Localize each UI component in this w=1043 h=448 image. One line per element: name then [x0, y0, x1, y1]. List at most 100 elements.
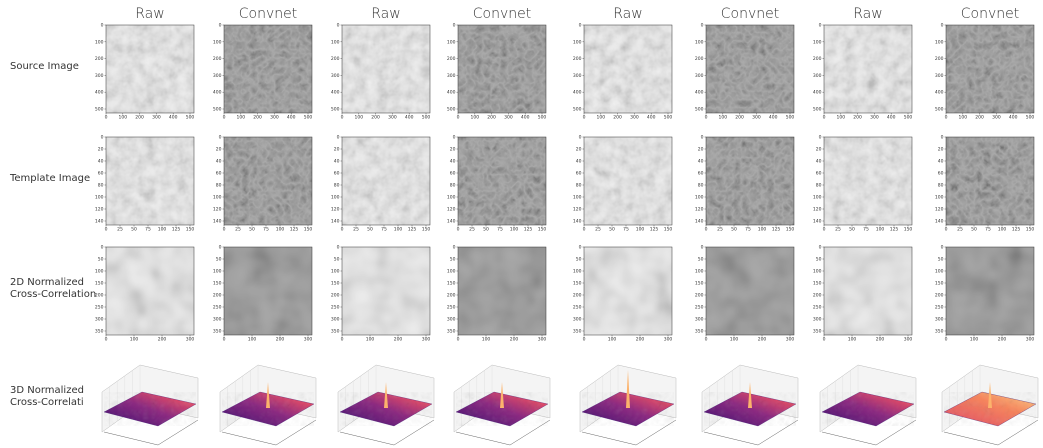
y-tick-label: 100: [573, 195, 582, 201]
x-tick-label: 50: [609, 227, 615, 233]
axis: [582, 432, 636, 445]
y-tick-label: 400: [213, 90, 222, 96]
y-tick-label: 40: [216, 159, 222, 165]
x-tick-label: 25: [957, 227, 963, 233]
x-tick-label: 25: [235, 227, 241, 233]
image-tone: [224, 247, 312, 335]
x-tick-label: 300: [752, 115, 761, 121]
y-tick-label: 300: [95, 73, 104, 79]
y-tick-label: 0: [941, 245, 944, 251]
y-tick-label: 250: [331, 305, 340, 311]
y-tick-label: 100: [935, 269, 944, 275]
y-tick-label: 120: [573, 207, 582, 213]
x-tick-label: 400: [769, 115, 778, 121]
x-tick-label: 0: [583, 115, 586, 121]
x-tick-label: 50: [731, 227, 737, 233]
y-tick-label: 100: [935, 39, 944, 45]
x-tick-label: 100: [998, 227, 1007, 233]
x-tick-label: 0: [705, 337, 708, 343]
y-tick-label: 500: [935, 107, 944, 113]
x-tick-label: 75: [985, 227, 991, 233]
y-tick-label: 100: [935, 195, 944, 201]
y-tick-label: 80: [576, 183, 582, 189]
surface-plot: [102, 365, 198, 445]
x-tick-label: 150: [786, 227, 795, 233]
x-tick-label: 500: [1026, 115, 1035, 121]
x-tick-label: 200: [510, 337, 519, 343]
x-tick-label: 0: [105, 227, 108, 233]
image-tone: [342, 137, 430, 225]
y-tick-label: 300: [935, 73, 944, 79]
y-tick-label: 20: [698, 147, 704, 153]
y-tick-label: 200: [95, 293, 104, 299]
axis: [822, 432, 876, 445]
y-tick-label: 20: [98, 147, 104, 153]
y-tick-label: 0: [941, 135, 944, 141]
x-tick-label: 400: [405, 115, 414, 121]
y-tick-label: 200: [95, 56, 104, 62]
y-tick-label: 350: [935, 329, 944, 335]
image-panel: [706, 247, 794, 335]
axis: [998, 420, 1038, 445]
y-tick-label: 300: [447, 73, 456, 79]
y-tick-label: 300: [95, 317, 104, 323]
axis: [222, 432, 276, 445]
y-tick-label: 100: [813, 269, 822, 275]
image-panel: [824, 25, 912, 113]
y-tick-label: 40: [938, 159, 944, 165]
image-tone: [584, 137, 672, 225]
x-tick-label: 0: [457, 115, 460, 121]
y-tick-label: 100: [573, 39, 582, 45]
y-tick-label: 300: [447, 317, 456, 323]
x-tick-label: 500: [304, 115, 313, 121]
y-tick-label: 40: [98, 159, 104, 165]
x-tick-label: 300: [904, 337, 913, 343]
x-tick-label: 200: [998, 337, 1007, 343]
y-tick-label: 50: [98, 257, 104, 263]
x-tick-label: 300: [992, 115, 1001, 121]
y-tick-label: 400: [573, 90, 582, 96]
surface-plot: [702, 365, 798, 445]
x-tick-label: 25: [117, 227, 123, 233]
y-tick-label: 80: [98, 183, 104, 189]
x-tick-label: 75: [145, 227, 151, 233]
y-tick-label: 150: [213, 281, 222, 287]
image-panel: [342, 25, 430, 113]
y-tick-label: 150: [331, 281, 340, 287]
image-tone: [584, 25, 672, 113]
axis: [104, 432, 158, 445]
x-tick-label: 300: [786, 337, 795, 343]
y-tick-label: 0: [819, 135, 822, 141]
image-panel: [342, 247, 430, 335]
image-panel: [584, 137, 672, 225]
x-tick-label: 300: [664, 337, 673, 343]
image-tone: [706, 25, 794, 113]
y-tick-label: 100: [95, 39, 104, 45]
x-tick-label: 100: [636, 227, 645, 233]
image-tone: [458, 137, 546, 225]
x-tick-label: 25: [835, 227, 841, 233]
x-tick-label: 200: [158, 337, 167, 343]
y-tick-label: 150: [95, 281, 104, 287]
image-tone: [824, 137, 912, 225]
y-tick-label: 500: [95, 107, 104, 113]
y-tick-label: 100: [213, 269, 222, 275]
y-tick-label: 60: [698, 171, 704, 177]
y-tick-label: 100: [695, 269, 704, 275]
y-tick-label: 40: [816, 159, 822, 165]
axis: [158, 420, 198, 445]
x-tick-label: 25: [353, 227, 359, 233]
x-tick-label: 500: [664, 115, 673, 121]
image-tone: [584, 247, 672, 335]
y-tick-label: 100: [95, 269, 104, 275]
image-tone: [946, 25, 1034, 113]
x-tick-label: 50: [971, 227, 977, 233]
y-tick-label: 500: [213, 107, 222, 113]
y-tick-label: 140: [935, 219, 944, 225]
x-tick-label: 100: [130, 337, 139, 343]
x-tick-label: 400: [647, 115, 656, 121]
x-tick-label: 125: [290, 227, 299, 233]
y-tick-label: 100: [813, 195, 822, 201]
image-panel: [224, 137, 312, 225]
surface-plot: [820, 365, 916, 445]
